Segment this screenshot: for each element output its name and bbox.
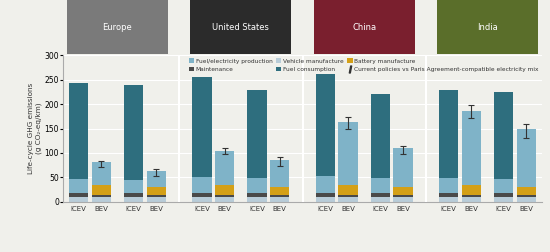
- Bar: [494, 193, 513, 197]
- Bar: [270, 197, 289, 202]
- Bar: [338, 195, 358, 197]
- Bar: [462, 185, 481, 195]
- Bar: [192, 197, 212, 202]
- Bar: [124, 180, 143, 193]
- Bar: [270, 160, 289, 187]
- Bar: [338, 197, 358, 202]
- Bar: [270, 195, 289, 197]
- Legend: Fuel/electricity production, Maintenance, Vehicle manufacture, Fuel consumption,: Fuel/electricity production, Maintenance…: [189, 58, 539, 72]
- Bar: [248, 197, 267, 202]
- Bar: [338, 122, 358, 185]
- Bar: [494, 179, 513, 193]
- Text: China: China: [352, 23, 376, 32]
- Bar: [147, 187, 166, 195]
- Bar: [124, 85, 143, 180]
- Text: Europe: Europe: [102, 23, 133, 32]
- Bar: [92, 195, 111, 197]
- Bar: [92, 162, 111, 185]
- Bar: [248, 89, 267, 178]
- Bar: [215, 195, 234, 197]
- Bar: [439, 178, 458, 193]
- Bar: [248, 193, 267, 197]
- Bar: [517, 195, 536, 197]
- Bar: [147, 171, 166, 187]
- Text: India: India: [477, 23, 498, 32]
- Bar: [393, 187, 412, 195]
- Bar: [69, 179, 88, 193]
- Bar: [69, 83, 88, 179]
- Bar: [371, 178, 390, 193]
- Bar: [316, 193, 335, 197]
- Bar: [371, 94, 390, 178]
- Bar: [494, 197, 513, 202]
- Bar: [316, 176, 335, 193]
- Bar: [462, 195, 481, 197]
- Bar: [393, 148, 412, 187]
- Bar: [69, 197, 88, 202]
- Bar: [316, 74, 335, 176]
- Text: United States: United States: [212, 23, 270, 32]
- Bar: [338, 185, 358, 195]
- Bar: [147, 195, 166, 197]
- Bar: [270, 187, 289, 195]
- Bar: [215, 185, 234, 195]
- Bar: [69, 193, 88, 197]
- Bar: [517, 197, 536, 202]
- Bar: [92, 197, 111, 202]
- Bar: [517, 187, 536, 195]
- Bar: [439, 193, 458, 197]
- Bar: [215, 151, 234, 185]
- Bar: [371, 193, 390, 197]
- Bar: [371, 197, 390, 202]
- Bar: [92, 185, 111, 195]
- Bar: [316, 197, 335, 202]
- Bar: [393, 195, 412, 197]
- Bar: [192, 193, 212, 197]
- Bar: [215, 197, 234, 202]
- Bar: [462, 197, 481, 202]
- Bar: [124, 197, 143, 202]
- Bar: [192, 77, 212, 177]
- Bar: [248, 178, 267, 193]
- Bar: [192, 177, 212, 193]
- Bar: [494, 92, 513, 179]
- Bar: [517, 130, 536, 187]
- Bar: [439, 89, 458, 178]
- Bar: [393, 197, 412, 202]
- Bar: [147, 197, 166, 202]
- Bar: [124, 193, 143, 197]
- Y-axis label: Life-cycle GHG emissions
(g CO₂-eq/km): Life-cycle GHG emissions (g CO₂-eq/km): [28, 83, 42, 174]
- Bar: [439, 197, 458, 202]
- Bar: [462, 111, 481, 185]
